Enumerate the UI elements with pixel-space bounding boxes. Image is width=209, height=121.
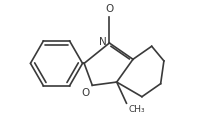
Text: CH₃: CH₃ <box>128 105 145 114</box>
Text: N: N <box>99 37 107 47</box>
Text: O: O <box>82 88 90 98</box>
Text: O: O <box>105 4 113 14</box>
